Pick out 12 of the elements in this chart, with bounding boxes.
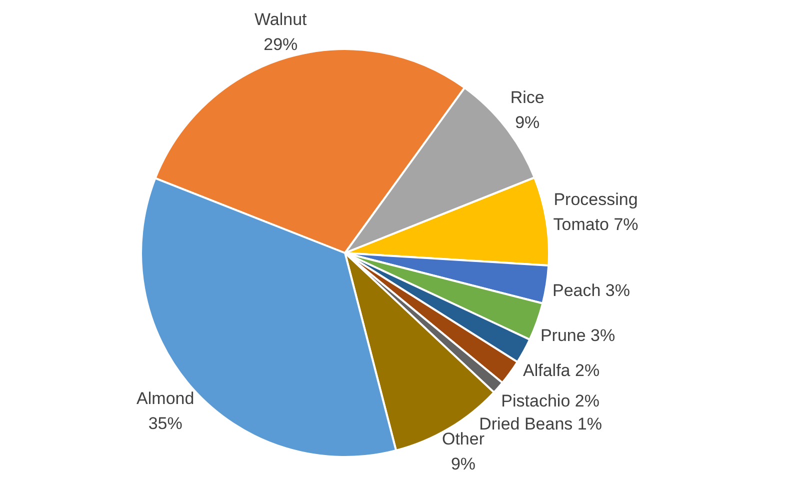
slice-label: Processing Tomato 7%: [553, 190, 638, 234]
slice-label: Pistachio 2%: [501, 391, 600, 410]
slice-label: Alfalfa 2%: [523, 361, 600, 380]
slice-label: Rice: [510, 88, 544, 108]
data-label: 29%: [264, 35, 298, 54]
data-label: 9%: [450, 454, 476, 474]
slice-label: Walnut: [254, 10, 308, 30]
slice-label: Peach 3%: [552, 281, 630, 300]
slice-label: Prune 3%: [540, 326, 616, 346]
data-label: 9%: [515, 113, 540, 132]
slice-label: Almond: [136, 389, 194, 408]
data-label: 35%: [148, 414, 182, 434]
